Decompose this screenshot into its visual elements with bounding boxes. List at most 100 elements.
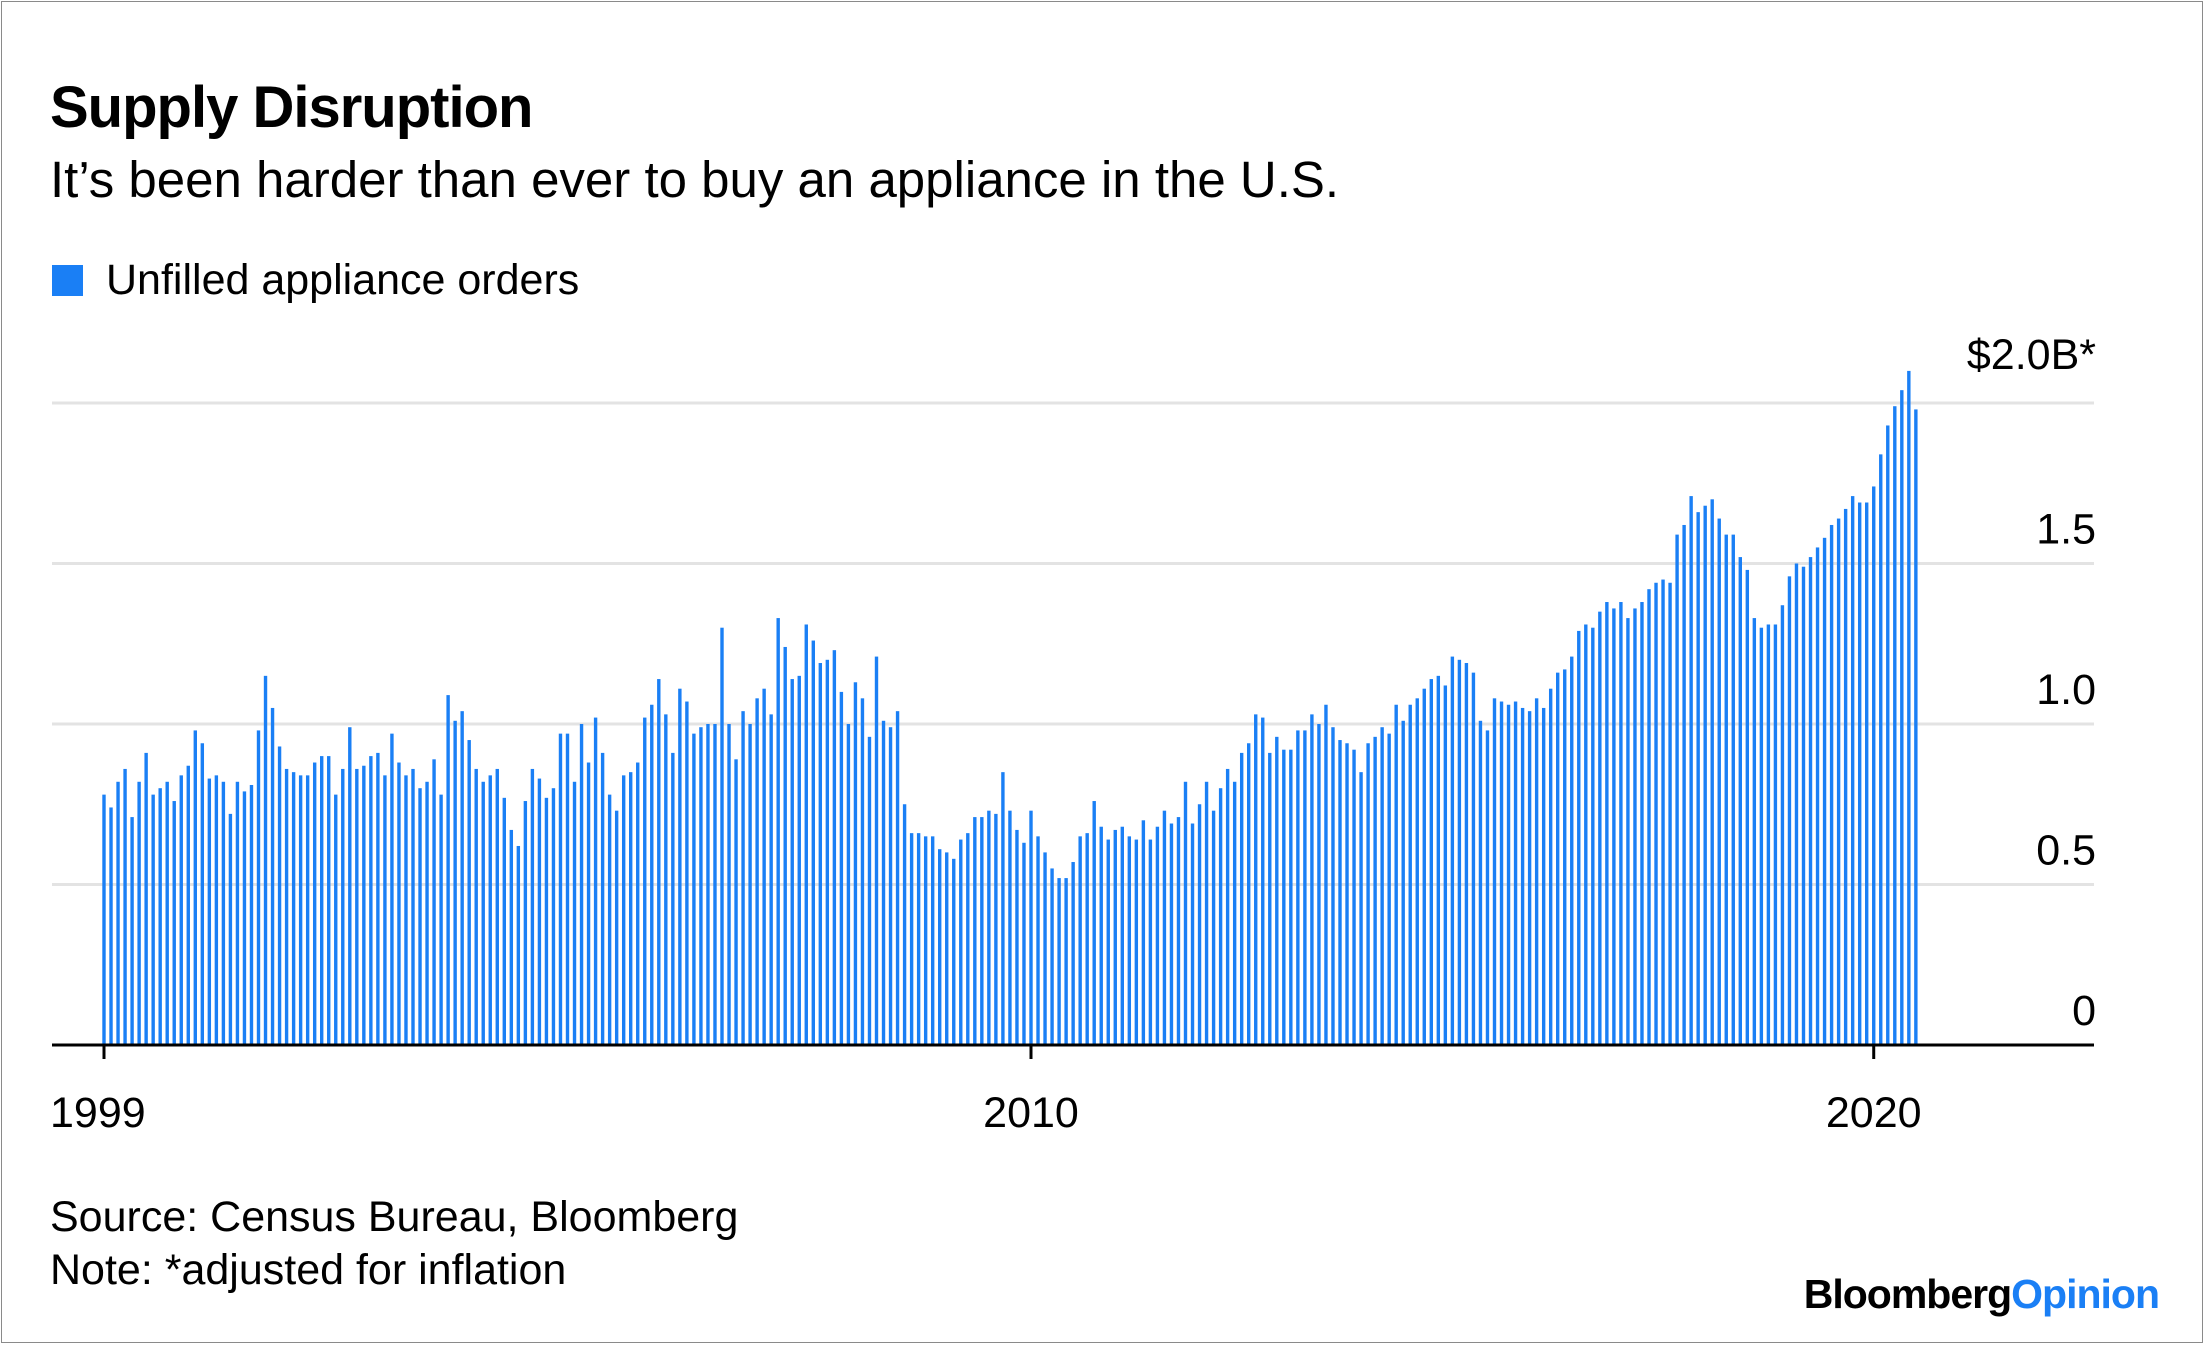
bar <box>980 817 984 1045</box>
bar <box>832 650 837 1045</box>
bar <box>1373 736 1377 1045</box>
bar <box>1155 826 1160 1045</box>
bar <box>1387 733 1391 1045</box>
bar <box>1127 836 1132 1045</box>
bar <box>1338 740 1342 1045</box>
bar <box>235 781 240 1045</box>
bar <box>1282 749 1286 1045</box>
bar <box>671 752 675 1045</box>
bar <box>193 730 197 1045</box>
bar <box>530 768 535 1045</box>
bar <box>727 724 731 1045</box>
bar <box>1541 707 1546 1045</box>
bar <box>1197 804 1202 1045</box>
bar <box>874 656 879 1045</box>
bar <box>1036 836 1040 1045</box>
bar <box>923 836 928 1045</box>
bar <box>930 836 935 1045</box>
bar <box>1752 618 1757 1045</box>
bar <box>1808 557 1813 1045</box>
chart-title: Supply Disruption <box>50 75 533 140</box>
bar <box>1204 781 1209 1045</box>
bar <box>249 784 254 1045</box>
bar <box>1057 878 1061 1045</box>
bar <box>1780 605 1785 1045</box>
bar <box>1380 727 1384 1045</box>
bar <box>881 720 886 1045</box>
bar <box>277 746 282 1045</box>
bar <box>1106 839 1110 1045</box>
bar <box>1394 704 1398 1045</box>
bar <box>1717 518 1721 1045</box>
legend: Unfilled appliance orders <box>52 256 579 305</box>
bar <box>1499 701 1504 1045</box>
bar <box>1527 711 1532 1045</box>
bar <box>938 849 942 1045</box>
bar <box>1254 714 1258 1045</box>
bar <box>1008 810 1012 1045</box>
bar <box>558 733 563 1045</box>
bar <box>846 724 851 1045</box>
bar <box>987 810 991 1045</box>
bar <box>1598 611 1602 1045</box>
bar <box>418 788 422 1045</box>
legend-label: Unfilled appliance orders <box>106 256 580 304</box>
bar <box>165 781 169 1045</box>
bar <box>495 768 499 1045</box>
bar <box>453 720 457 1045</box>
bar <box>973 817 977 1045</box>
bar <box>1464 663 1469 1045</box>
bar <box>270 707 275 1045</box>
bar <box>909 833 914 1045</box>
bar <box>137 781 141 1045</box>
bar <box>1647 589 1651 1045</box>
bar <box>860 698 865 1045</box>
bar <box>298 775 303 1045</box>
bar <box>1239 752 1244 1045</box>
bar <box>1633 608 1637 1045</box>
bar <box>1556 672 1560 1045</box>
bar <box>341 768 345 1045</box>
bar <box>1429 679 1433 1045</box>
bar <box>818 663 823 1045</box>
bar <box>537 778 542 1045</box>
bar <box>151 794 155 1045</box>
bar <box>1675 534 1679 1045</box>
bar <box>607 794 612 1045</box>
bar <box>109 807 113 1045</box>
bar <box>1401 720 1405 1045</box>
bar <box>291 772 296 1045</box>
bar <box>1190 823 1195 1045</box>
bar <box>1218 788 1223 1045</box>
bar <box>1422 688 1426 1045</box>
bar <box>769 714 773 1045</box>
bar <box>1548 688 1553 1045</box>
bar <box>404 775 408 1045</box>
bar <box>1415 698 1419 1045</box>
x-tick-label: 2010 <box>983 1089 1079 1137</box>
bar <box>158 788 162 1045</box>
bar <box>1787 576 1792 1045</box>
bar <box>1654 582 1658 1045</box>
bar <box>242 791 247 1045</box>
bar <box>1570 656 1574 1045</box>
bar <box>1682 524 1686 1045</box>
bar <box>1534 698 1539 1045</box>
bar <box>636 762 640 1045</box>
bar <box>664 714 668 1045</box>
bar <box>1296 730 1300 1045</box>
bar <box>369 756 373 1045</box>
bar <box>1745 569 1750 1045</box>
bar <box>1872 486 1876 1046</box>
bar <box>1914 409 1918 1045</box>
bar <box>263 675 268 1045</box>
bar <box>362 765 366 1045</box>
bar <box>699 727 703 1045</box>
bar <box>692 733 696 1045</box>
bar <box>474 768 478 1045</box>
bar <box>1022 842 1026 1045</box>
bar <box>1092 801 1096 1045</box>
bar <box>1865 502 1869 1045</box>
bar <box>1457 659 1462 1045</box>
